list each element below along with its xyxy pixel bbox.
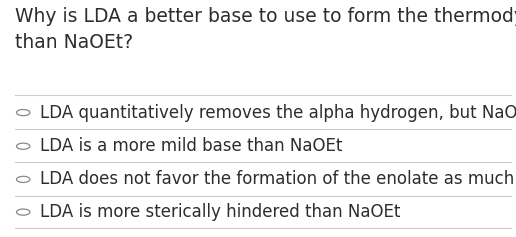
Text: LDA does not favor the formation of the enolate as much as NaOEt: LDA does not favor the formation of the … bbox=[40, 170, 516, 188]
Text: LDA quantitatively removes the alpha hydrogen, but NaOEt does not: LDA quantitatively removes the alpha hyd… bbox=[40, 104, 516, 122]
Text: Why is LDA a better base to use to form the thermodynamic enolate
than NaOEt?: Why is LDA a better base to use to form … bbox=[15, 7, 516, 52]
Text: LDA is more sterically hindered than NaOEt: LDA is more sterically hindered than NaO… bbox=[40, 203, 400, 221]
Text: LDA is a more mild base than NaOEt: LDA is a more mild base than NaOEt bbox=[40, 137, 343, 155]
